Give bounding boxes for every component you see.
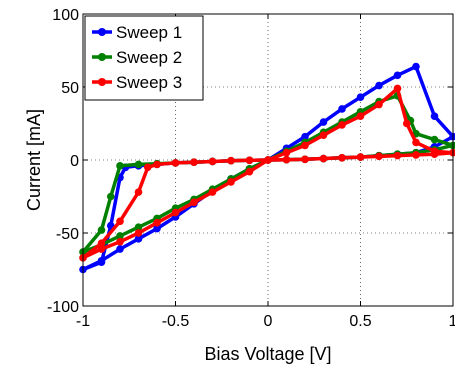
data-point bbox=[412, 62, 420, 71]
data-point bbox=[375, 152, 383, 161]
data-point bbox=[356, 153, 365, 161]
y-tick-label: 0 bbox=[70, 153, 79, 170]
data-point bbox=[264, 156, 272, 164]
data-point bbox=[319, 131, 328, 139]
data-point bbox=[134, 235, 143, 243]
data-point bbox=[134, 188, 143, 196]
data-point bbox=[301, 155, 309, 164]
data-point bbox=[153, 218, 161, 227]
legend-label: Sweep 3 bbox=[116, 73, 182, 92]
data-point bbox=[97, 226, 106, 234]
legend-label: Sweep 2 bbox=[116, 48, 182, 67]
data-point bbox=[97, 239, 106, 248]
data-point bbox=[97, 256, 106, 265]
legend-item: Sweep 2 bbox=[92, 48, 182, 67]
legend-label: Sweep 1 bbox=[116, 23, 182, 42]
data-point bbox=[116, 162, 124, 170]
legend-item: Sweep 1 bbox=[92, 23, 182, 42]
data-point bbox=[282, 148, 291, 157]
data-point bbox=[143, 163, 152, 172]
data-point bbox=[449, 132, 455, 141]
x-tick-label: 0 bbox=[264, 313, 273, 330]
data-point bbox=[375, 100, 383, 109]
data-point bbox=[393, 71, 402, 80]
series-layer bbox=[79, 62, 455, 274]
data-point bbox=[134, 229, 143, 237]
data-point bbox=[116, 245, 124, 253]
data-point bbox=[449, 141, 455, 150]
data-point bbox=[430, 135, 439, 144]
series-3 bbox=[79, 84, 455, 262]
y-tick-label: -100 bbox=[47, 299, 79, 316]
data-point bbox=[208, 188, 217, 196]
data-point bbox=[134, 223, 143, 231]
data-point bbox=[134, 160, 143, 169]
data-point bbox=[153, 224, 161, 233]
x-tick-label: -1 bbox=[76, 313, 90, 330]
data-point bbox=[412, 151, 420, 159]
data-point bbox=[116, 232, 124, 240]
data-point bbox=[116, 237, 124, 246]
y-tick-label: 50 bbox=[61, 80, 79, 97]
data-point bbox=[356, 93, 365, 102]
data-point bbox=[402, 119, 411, 128]
data-point bbox=[412, 138, 420, 147]
data-point bbox=[190, 158, 198, 166]
y-tick-label: -50 bbox=[56, 226, 79, 243]
x-tick-label: 0.5 bbox=[349, 313, 371, 330]
data-point bbox=[338, 105, 346, 113]
x-axis-label: Bias Voltage [V] bbox=[204, 344, 331, 364]
data-point bbox=[97, 245, 106, 253]
data-point bbox=[319, 154, 328, 163]
data-point bbox=[449, 148, 455, 157]
y-tick-label: 100 bbox=[52, 7, 79, 24]
data-point bbox=[356, 112, 365, 120]
data-point bbox=[171, 159, 180, 167]
data-point bbox=[301, 141, 309, 150]
y-axis-label: Current [mA] bbox=[24, 109, 44, 211]
x-tick-label: -0.5 bbox=[162, 313, 190, 330]
data-point bbox=[245, 167, 254, 176]
data-point bbox=[153, 160, 161, 169]
data-point bbox=[106, 192, 115, 201]
legend: Sweep 1 Sweep 2 Sweep 3 bbox=[84, 15, 204, 101]
axis-ticks: -1 -0.5 0 0.5 1 -100 -50 0 50 100 bbox=[47, 7, 455, 330]
data-point bbox=[227, 178, 235, 186]
legend-swatch-marker bbox=[98, 78, 106, 86]
data-point bbox=[430, 112, 439, 120]
data-point bbox=[430, 150, 439, 158]
data-point bbox=[338, 154, 346, 162]
data-point bbox=[338, 121, 346, 129]
x-tick-label: 1 bbox=[449, 313, 455, 330]
data-point bbox=[171, 208, 180, 217]
legend-swatch-marker bbox=[98, 28, 106, 36]
data-point bbox=[116, 217, 124, 226]
data-point bbox=[227, 156, 235, 165]
data-point bbox=[375, 81, 383, 90]
data-point bbox=[319, 118, 328, 126]
data-point bbox=[245, 156, 254, 165]
data-point bbox=[301, 132, 309, 141]
data-point bbox=[190, 198, 198, 207]
data-point bbox=[393, 151, 402, 160]
legend-item: Sweep 3 bbox=[92, 73, 182, 92]
data-point bbox=[393, 84, 402, 93]
data-point bbox=[282, 155, 291, 164]
data-point bbox=[208, 157, 217, 166]
legend-swatch-marker bbox=[98, 53, 106, 61]
